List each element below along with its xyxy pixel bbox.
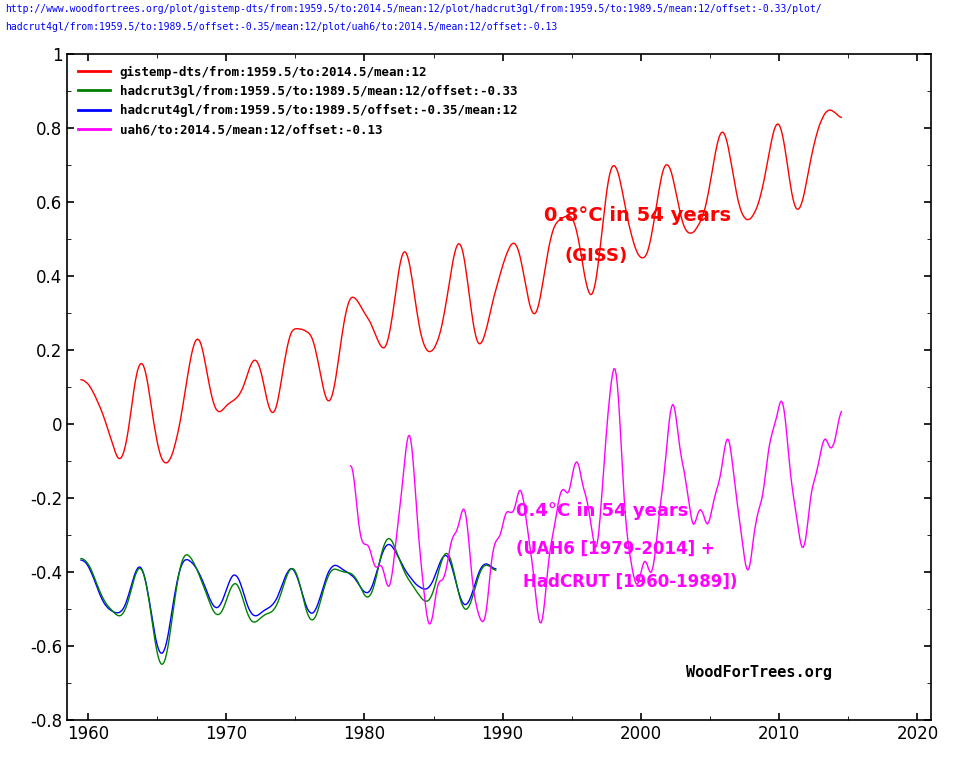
Text: (UAH6 [1979-2014] +: (UAH6 [1979-2014] + <box>516 539 715 557</box>
Legend: gistemp-dts/from:1959.5/to:2014.5/mean:12, hadcrut3gl/from:1959.5/to:1989.5/mean: gistemp-dts/from:1959.5/to:2014.5/mean:1… <box>74 60 522 142</box>
Text: WoodForTrees.org: WoodForTrees.org <box>685 665 831 680</box>
Text: HadCRUT [1960-1989]): HadCRUT [1960-1989]) <box>523 573 738 591</box>
Text: hadcrut4gl/from:1959.5/to:1989.5/offset:-0.35/mean:12/plot/uah6/to:2014.5/mean:1: hadcrut4gl/from:1959.5/to:1989.5/offset:… <box>5 22 557 32</box>
Text: (GISS): (GISS) <box>564 247 628 265</box>
Text: 0.8°C in 54 years: 0.8°C in 54 years <box>544 206 732 224</box>
Text: 0.4°C in 54 years: 0.4°C in 54 years <box>516 502 689 520</box>
Text: http://www.woodfortrees.org/plot/gistemp-dts/from:1959.5/to:2014.5/mean:12/plot/: http://www.woodfortrees.org/plot/gistemp… <box>5 4 822 14</box>
